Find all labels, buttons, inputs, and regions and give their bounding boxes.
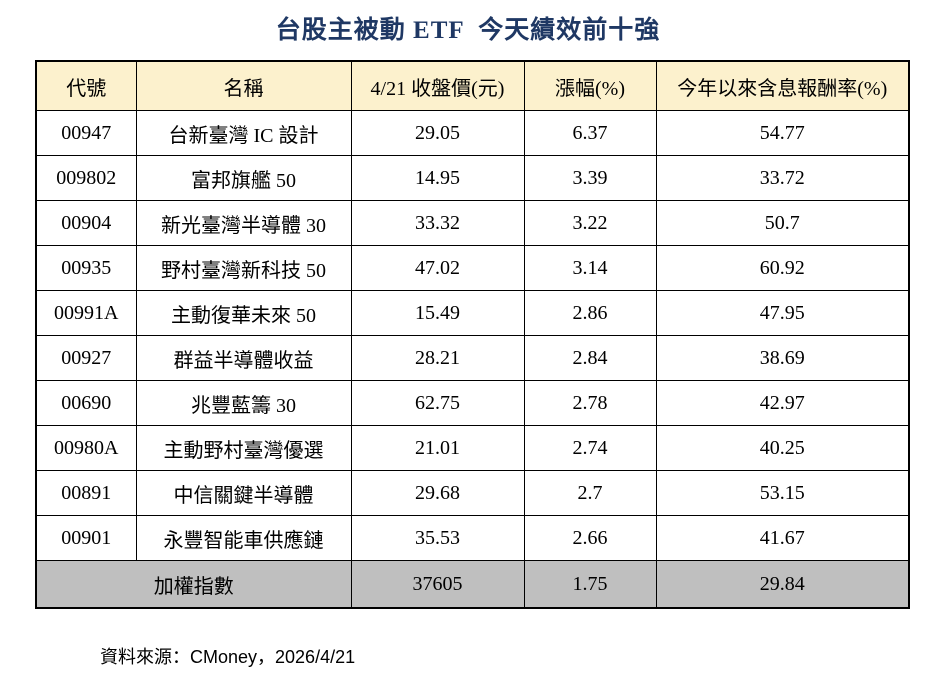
table-row: 009802 富邦旗艦 50 14.95 3.39 33.72 xyxy=(35,155,910,201)
cell-ytd_return_pct: 38.69 xyxy=(655,335,910,381)
cell-name: 主動復華未來 50 xyxy=(135,290,352,336)
header-cell-2: 4/21 收盤價(元) xyxy=(350,60,525,111)
summary-cell-ytd_return_pct: 29.84 xyxy=(655,560,910,609)
cell-name: 中信關鍵半導體 xyxy=(135,470,352,516)
cell-name: 野村臺灣新科技 50 xyxy=(135,245,352,291)
cell-ytd_return_pct: 41.67 xyxy=(655,515,910,561)
cell-change_pct: 2.74 xyxy=(523,425,657,471)
cell-code: 00947 xyxy=(35,110,137,156)
cell-ytd_return_pct: 40.25 xyxy=(655,425,910,471)
cell-name: 兆豐藍籌 30 xyxy=(135,380,352,426)
table-body: 00947 台新臺灣 IC 設計 29.05 6.37 54.77 009802 富邦旗艦 … xyxy=(35,110,910,561)
cell-change_pct: 3.14 xyxy=(523,245,657,291)
cell-name: 富邦旗艦 50 xyxy=(135,155,352,201)
header-cell-3: 漲幅(%) xyxy=(523,60,657,111)
table-row: 00991A 主動復華未來 50 15.49 2.86 47.95 xyxy=(35,290,910,336)
cell-name: 永豐智能車供應鏈 xyxy=(135,515,352,561)
header-cell-4: 今年以來含息報酬率(%) xyxy=(655,60,910,111)
cell-close: 29.68 xyxy=(350,470,525,516)
cell-code: 00980A xyxy=(35,425,137,471)
cell-close: 35.53 xyxy=(350,515,525,561)
cell-change_pct: 2.66 xyxy=(523,515,657,561)
cell-code: 00901 xyxy=(35,515,137,561)
header-cell-0: 代號 xyxy=(35,60,137,111)
cell-change_pct: 2.86 xyxy=(523,290,657,336)
cell-close: 29.05 xyxy=(350,110,525,156)
cell-close: 33.32 xyxy=(350,200,525,246)
cell-change_pct: 2.78 xyxy=(523,380,657,426)
cell-ytd_return_pct: 54.77 xyxy=(655,110,910,156)
summary-cell-label: 加權指數 xyxy=(35,560,352,609)
cell-code: 00927 xyxy=(35,335,137,381)
cell-change_pct: 2.84 xyxy=(523,335,657,381)
cell-change_pct: 2.7 xyxy=(523,470,657,516)
cell-code: 009802 xyxy=(35,155,137,201)
source-note: 資料來源：CMoney，2026/4/21 xyxy=(100,647,356,667)
page-title: 台股主被動 ETF 今天績效前十強 xyxy=(275,17,661,44)
cell-ytd_return_pct: 60.92 xyxy=(655,245,910,291)
cell-name: 群益半導體收益 xyxy=(135,335,352,381)
header-row: 代號 名稱 4/21 收盤價(元) 漲幅(%) 今年以來含息報酬率(%) xyxy=(35,60,910,111)
cell-change_pct: 6.37 xyxy=(523,110,657,156)
cell-name: 新光臺灣半導體 30 xyxy=(135,200,352,246)
table-row: 00935 野村臺灣新科技 50 47.02 3.14 60.92 xyxy=(35,245,910,291)
summary-row: 加權指數 37605 1.75 29.84 xyxy=(35,560,910,609)
table-row: 00891 中信關鍵半導體 29.68 2.7 53.15 xyxy=(35,470,910,516)
cell-name: 主動野村臺灣優選 xyxy=(135,425,352,471)
cell-change_pct: 3.39 xyxy=(523,155,657,201)
header-cell-1: 名稱 xyxy=(135,60,352,111)
summary-cell-close: 37605 xyxy=(350,560,525,609)
cell-ytd_return_pct: 50.7 xyxy=(655,200,910,246)
cell-code: 00690 xyxy=(35,380,137,426)
table-row: 00947 台新臺灣 IC 設計 29.05 6.37 54.77 xyxy=(35,110,910,156)
cell-ytd_return_pct: 53.15 xyxy=(655,470,910,516)
cell-close: 21.01 xyxy=(350,425,525,471)
cell-close: 28.21 xyxy=(350,335,525,381)
cell-close: 62.75 xyxy=(350,380,525,426)
table-row: 00980A 主動野村臺灣優選 21.01 2.74 40.25 xyxy=(35,425,910,471)
cell-ytd_return_pct: 42.97 xyxy=(655,380,910,426)
table-footer: 加權指數 37605 1.75 29.84 xyxy=(35,560,910,609)
cell-code: 00991A xyxy=(35,290,137,336)
etf-performance-table: 代號 名稱 4/21 收盤價(元) 漲幅(%) 今年以來含息報酬率(%) 00947 台新… xyxy=(35,60,910,609)
table-row: 00690 兆豐藍籌 30 62.75 2.78 42.97 xyxy=(35,380,910,426)
cell-ytd_return_pct: 47.95 xyxy=(655,290,910,336)
cell-code: 00935 xyxy=(35,245,137,291)
cell-code: 00904 xyxy=(35,200,137,246)
cell-close: 15.49 xyxy=(350,290,525,336)
cell-close: 14.95 xyxy=(350,155,525,201)
table-row: 00927 群益半導體收益 28.21 2.84 38.69 xyxy=(35,335,910,381)
summary-cell-change_pct: 1.75 xyxy=(523,560,657,609)
cell-name: 台新臺灣 IC 設計 xyxy=(135,110,352,156)
cell-ytd_return_pct: 33.72 xyxy=(655,155,910,201)
table-row: 00904 新光臺灣半導體 30 33.32 3.22 50.7 xyxy=(35,200,910,246)
table-header: 代號 名稱 4/21 收盤價(元) 漲幅(%) 今年以來含息報酬率(%) xyxy=(35,60,910,111)
cell-code: 00891 xyxy=(35,470,137,516)
cell-close: 47.02 xyxy=(350,245,525,291)
table-row: 00901 永豐智能車供應鏈 35.53 2.66 41.67 xyxy=(35,515,910,561)
cell-change_pct: 3.22 xyxy=(523,200,657,246)
